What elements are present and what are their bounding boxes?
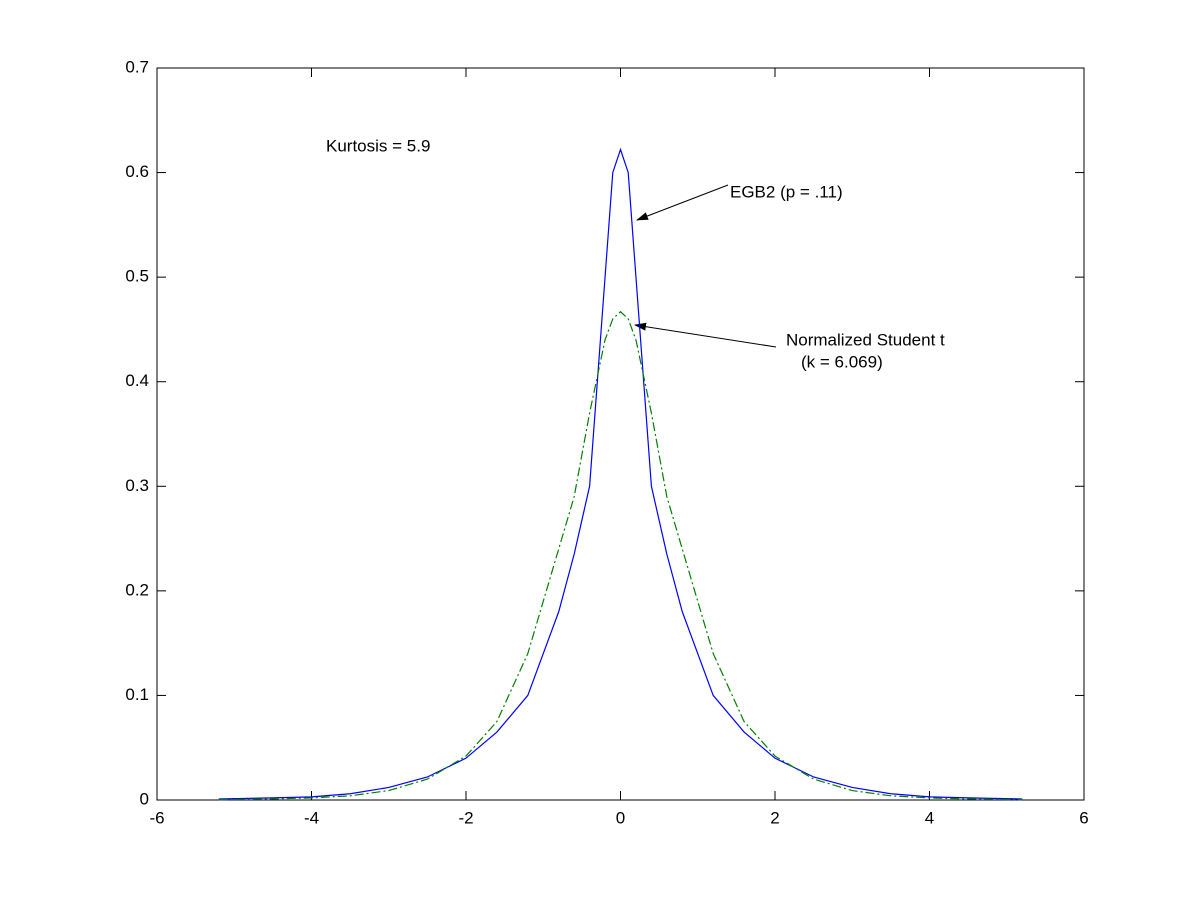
annotation: Normalized Student t <box>786 330 945 349</box>
x-tick-label: 4 <box>925 808 934 827</box>
x-tick-label: 2 <box>770 808 779 827</box>
x-tick-label: -6 <box>149 808 164 827</box>
annotation-arrow <box>636 184 729 221</box>
y-tick-label: 0 <box>140 789 149 808</box>
series-line <box>218 310 1023 801</box>
series-line <box>218 147 1023 800</box>
annotation-arrow <box>634 322 777 348</box>
y-tick-label: 0.5 <box>125 267 149 286</box>
x-tick-label: -4 <box>304 808 319 827</box>
x-tick-label: 0 <box>616 808 625 827</box>
annotation: Kurtosis = 5.9 <box>326 136 430 155</box>
x-tick-label: 6 <box>1079 808 1088 827</box>
y-tick-label: 0.3 <box>125 476 149 495</box>
y-tick-label: 0.4 <box>125 371 149 390</box>
y-tick-label: 0.6 <box>125 162 149 181</box>
y-tick-label: 0.7 <box>125 57 149 76</box>
y-tick-label: 0.1 <box>125 685 149 704</box>
y-tick-label: 0.2 <box>125 580 149 599</box>
x-tick-label: -2 <box>458 808 473 827</box>
annotation: EGB2 (p = .11) <box>730 182 843 201</box>
annotation: (k = 6.069) <box>801 352 883 371</box>
